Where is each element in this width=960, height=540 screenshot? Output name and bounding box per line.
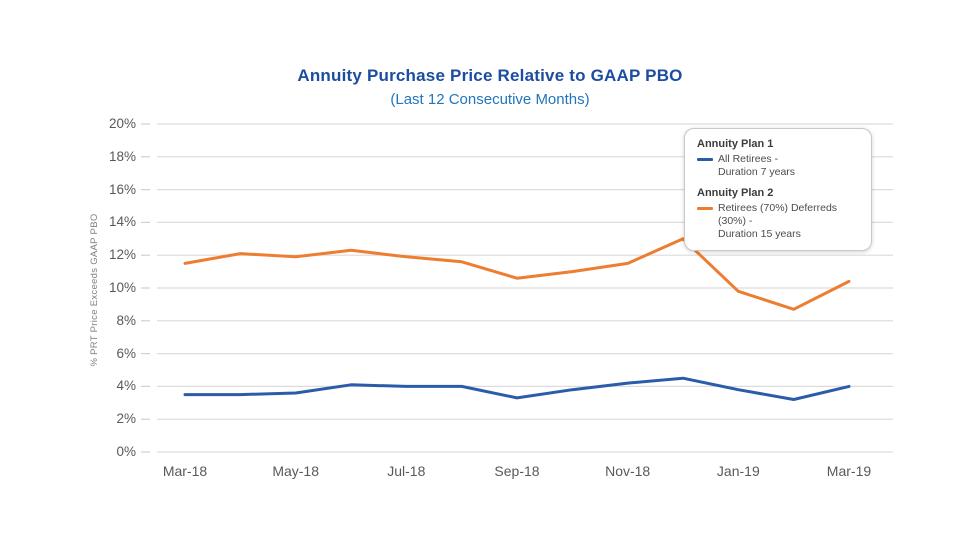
legend-entry-title: Annuity Plan 2	[697, 186, 774, 199]
y-tick-label: 2%	[116, 411, 136, 427]
legend-entry-row: Retirees (70%) Deferreds (30%) - Duratio…	[697, 202, 860, 240]
y-tick-label: 20%	[108, 116, 136, 131]
legend-entry-annuity-plan-1: Annuity Plan 1 All Retirees - Duration 7…	[697, 137, 860, 179]
chart-title: Annuity Purchase Price Relative to GAAP …	[297, 66, 683, 85]
y-tick-label: 14%	[108, 214, 136, 230]
legend-entry-label: Retirees (70%) Deferreds (30%) - Duratio…	[718, 202, 860, 240]
y-tick-label: 10%	[108, 280, 136, 295]
chart-title-block: Annuity Purchase Price Relative to GAAP …	[60, 64, 920, 110]
legend-entry-row: All Retirees - Duration 7 years	[697, 153, 860, 179]
x-tick-label: Mar-19	[826, 463, 872, 479]
y-tick-label: 8%	[116, 312, 136, 328]
x-tick-label: Jan-19	[716, 463, 760, 479]
x-tick-label: Sep-18	[494, 463, 540, 479]
series-line-annuity-plan-1	[183, 376, 851, 401]
legend-entry-label: All Retirees - Duration 7 years	[718, 153, 795, 179]
plan1-line-swatch	[697, 158, 713, 162]
legend-entry-title: Annuity Plan 1	[697, 138, 774, 150]
y-tick-label: 4%	[116, 378, 136, 394]
legend-label-line2: Duration 7 years	[718, 166, 796, 179]
y-tick-label: 18%	[108, 148, 136, 164]
x-tick-label: May-18	[272, 463, 319, 479]
y-tick-label: 12%	[108, 247, 136, 263]
legend-label-line1: Retirees (70%) Deferreds (30%) -	[718, 202, 838, 227]
plan2-line-swatch	[697, 207, 713, 211]
y-tick-label: 6%	[116, 345, 136, 361]
legend: Annuity Plan 1 All Retirees - Duration 7…	[684, 128, 872, 251]
legend-label-line2: Duration 15 years	[718, 227, 801, 240]
y-tick-label: 0%	[116, 444, 136, 459]
x-tick-label: Nov-18	[605, 463, 651, 479]
series-line-annuity-plan-2	[183, 237, 851, 311]
y-tick-label: 16%	[108, 181, 136, 197]
legend-label-line1: All Retirees -	[718, 153, 779, 166]
x-tick-label: Jul-18	[387, 463, 426, 479]
x-tick-label: Mar-18	[162, 463, 208, 479]
legend-entry-annuity-plan-2: Annuity Plan 2 Retirees (70%) Deferreds …	[697, 186, 860, 241]
chart-subtitle: (Last 12 Consecutive Months)	[390, 90, 590, 108]
